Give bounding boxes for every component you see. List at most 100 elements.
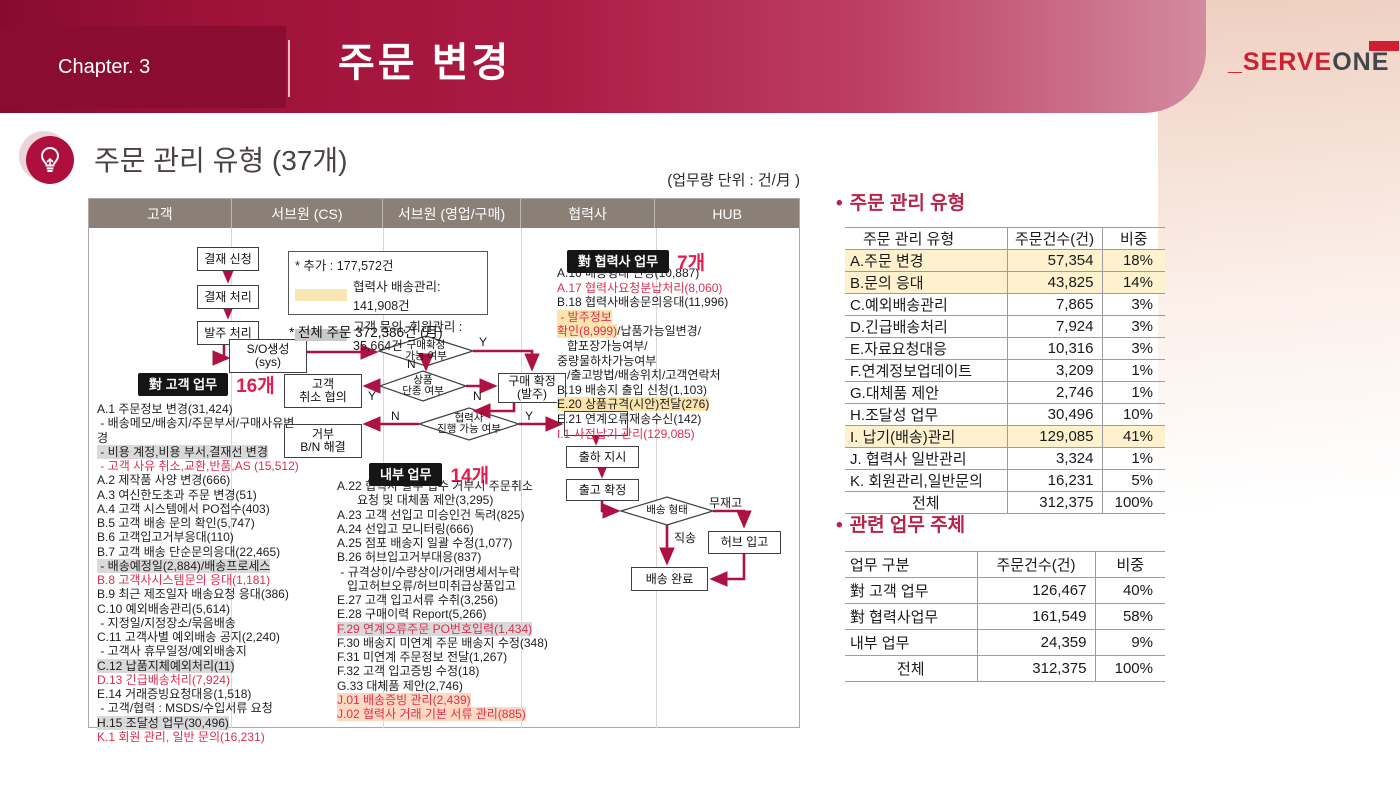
table-header-row: 업무 구분 주문건수(건) 비중	[845, 551, 1165, 578]
share-cell: 41%	[1101, 425, 1165, 448]
internal-task-list-item: B.26 허브입고거부대응(837)	[337, 551, 481, 564]
chapter-block: Chapter. 3	[0, 26, 286, 108]
serveone-logo: _SERVEONE	[1228, 41, 1400, 77]
task-text: J.01 배송증빙 관리(2,439)	[337, 692, 471, 707]
task-text: - 고객 사유 취소,교환,반품,AS (15,512)	[97, 459, 299, 473]
internal-task-list-item: F.29 연계오류주문 PO번호입력(1,434)	[337, 621, 533, 636]
task-text: - 규격상이/수량상이/거래명세서누락	[337, 564, 520, 579]
label-cell: K. 회원관리,일반문의	[845, 469, 1008, 492]
flow-arrow-17	[709, 554, 746, 587]
table-row: J. 협력사 일반관리 3,324 1%	[845, 447, 1165, 470]
task-text: 경	[97, 430, 109, 445]
task-text: K.1 회원 관리, 일반 문의(16,231)	[97, 729, 265, 744]
share-cell: 100%	[1101, 491, 1165, 514]
edge-label-yes: Y	[368, 389, 377, 403]
so-create-box: S/O생성 (sys)	[229, 339, 307, 373]
gray-swatch-icon	[295, 329, 347, 341]
task-text: 입고허브오류/허브미취급상품입고	[337, 578, 516, 593]
edge-label-yes: Y	[479, 335, 488, 349]
edge-label-direct: 직송	[674, 531, 697, 545]
logo-serve-text: _SERVE	[1228, 48, 1333, 76]
flow-column-3: 서브원 (영업/구매)	[382, 199, 520, 228]
delivery-type-diamond-label: 배송 형태	[646, 504, 688, 517]
task-text: 중량물하차가능여부	[557, 353, 657, 368]
share-cell: 1%	[1101, 359, 1165, 382]
bullet-icon: •	[836, 193, 843, 214]
customer-task-list-item: - 고객/협력 : MSDS/수입서류 요청	[97, 701, 273, 716]
legend-added: * 추가 : 177,572건	[295, 259, 394, 273]
bullet-icon: •	[836, 515, 843, 536]
partner-task-list-item: A.16 배송형태 변경(10,887)	[557, 267, 699, 280]
internal-task-list-item: A.24 선입고 모니터링(666)	[337, 522, 474, 536]
customer-task-list-item: - 고객사 휴무일정/예외배송지	[97, 645, 247, 658]
task-text: E.21 연계오류재송수신(142)	[557, 412, 702, 426]
partner-task-list-item: B.18 협력사배송문의응대(11,996)	[557, 296, 728, 309]
internal-task-list-item: A.23 고객 선입고 미승인건 독려(825)	[337, 507, 525, 522]
customer-cancel-box: 고객 취소 협의	[284, 374, 362, 408]
background-gradient	[1158, 0, 1400, 640]
count-cell: 3,324	[1006, 447, 1103, 470]
task-text: F.32 고객 입고증빙 수정(18)	[337, 664, 480, 679]
table-row: H.조달성 업무 30,496 10%	[845, 403, 1165, 426]
ship-instruction-box: 출하 지시	[566, 446, 639, 468]
task-text: A.23 고객 선입고 미승인건 독려(825)	[337, 507, 525, 522]
label-cell: 전체	[845, 491, 1008, 514]
label-cell: 내부 업무	[845, 629, 978, 656]
task-text: B.18 협력사배송문의응대(11,996)	[557, 295, 729, 310]
customer-task-list-item: A.1 주문정보 변경(31,424)	[97, 403, 233, 416]
label-cell: 對 고객 업무	[845, 577, 978, 604]
share-cell: 100%	[1094, 655, 1165, 682]
slide-title: 주문 변경	[338, 41, 512, 85]
count-cell: 43,825	[1006, 271, 1103, 294]
task-text: - 고객사 휴무일정/예외배송지	[97, 644, 247, 659]
approval-request-box: 결재 신청	[197, 247, 259, 271]
task-text: C.10 예외배송관리(5,614)	[97, 601, 230, 616]
partner-work-badge-count: 7개	[677, 253, 706, 274]
task-text: A.1 주문정보 변경(31,424)	[97, 402, 233, 416]
customer-task-list-item: B.7 고객 배송 단순문의응대(22,465)	[97, 544, 281, 559]
column-separator	[521, 228, 522, 728]
customer-task-list-item: - 비용 계정,비용 부서,결재선 변경	[97, 444, 268, 459]
task-text: B.6 고객입고거부응대(110)	[97, 530, 234, 545]
customer-task-list-item: A.3 여신한도초과 주문 변경(51)	[97, 488, 257, 502]
table-row: C.예외배송관리 7,865 3%	[845, 293, 1165, 316]
column-header: 주문건수(건)	[976, 551, 1096, 578]
flowchart: 고객 서브원 (CS) 서브원 (영업/구매) 협력사 HUB * 추가 : 177,5…	[88, 198, 800, 743]
share-cell: 58%	[1094, 603, 1165, 630]
flow-arrow-14	[600, 501, 621, 519]
task-text: A.4 고객 시스템에서 PO접수(403)	[97, 501, 270, 516]
share-cell: 40%	[1094, 577, 1165, 604]
task-text: /납품가능일변경/	[617, 324, 702, 339]
task-text: J.02 협력사 거래 기본 서류 관리(885)	[337, 707, 526, 721]
customer-task-list-item: - 고객 사유 취소,교환,반품,AS (15,512)	[97, 459, 299, 473]
task-text: A.25 점포 배송지 일괄 수정(1,077)	[337, 536, 513, 550]
share-cell: 3%	[1101, 315, 1165, 338]
internal-task-list-item: A.25 점포 배송지 일괄 수정(1,077)	[337, 537, 512, 550]
count-cell: 57,354	[1006, 249, 1103, 272]
share-cell: 1%	[1101, 447, 1165, 470]
task-text: E.27 고객 입고서류 수취(3,256)	[337, 593, 499, 607]
task-text: - 고객/협력 : MSDS/수입서류 요청	[97, 701, 273, 716]
section-title: 주문 관리 유형 (37개)	[94, 145, 348, 176]
task-text: B.7 고객 배송 단순문의응대(22,465)	[97, 544, 281, 559]
customer-task-list-item: - 배송예정일(2,884)/배송프로세스	[97, 558, 271, 573]
table-row: 내부 업무 24,359 9%	[845, 629, 1165, 656]
partner-task-list-item: 중량물하차가능여부	[557, 353, 657, 368]
task-text: B.9 최근 제조일자 배송요청 응대(386)	[97, 587, 289, 602]
partner-task-list-item: E.20 상품규격(시안)전달(276)	[557, 397, 710, 412]
customer-task-list-item: C.10 예외배송관리(5,614)	[97, 601, 230, 616]
column-header: 주문건수(건)	[1006, 227, 1103, 250]
internal-task-list-item: E.27 고객 입고서류 수취(3,256)	[337, 594, 498, 607]
table-row: 對 협력사업무 161,549 58%	[845, 603, 1165, 630]
partner-task-list-item: 합포장가능여부/	[557, 340, 648, 353]
order-process-box: 발주 처리	[197, 321, 259, 345]
edge-label-no: N	[407, 357, 416, 371]
edge-label-no: N	[391, 409, 400, 423]
partner-task-list-item: I.1 사전납기 관리(129,085)	[557, 427, 695, 441]
share-cell: 1%	[1101, 381, 1165, 404]
count-cell: 312,375	[1006, 491, 1103, 514]
type-table-title: • 주문 관리 유형	[836, 193, 966, 214]
task-text: B.5 고객 배송 문의 확인(5,747)	[97, 516, 255, 530]
customer-work-badge-count: 16개	[236, 376, 275, 397]
